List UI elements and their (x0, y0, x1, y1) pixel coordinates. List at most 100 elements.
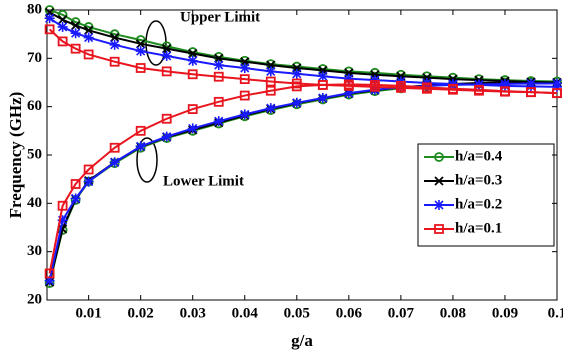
marker (239, 109, 250, 120)
marker (213, 71, 224, 82)
marker (395, 82, 406, 93)
x-tick-label: 0.01 (76, 305, 102, 321)
marker (83, 49, 94, 60)
series-line (49, 17, 558, 88)
marker (499, 80, 510, 91)
marker (135, 46, 146, 57)
marker (135, 141, 146, 152)
marker (70, 43, 81, 54)
marker (161, 113, 172, 124)
marker (239, 74, 250, 85)
x-tick-label: 0.09 (492, 305, 518, 321)
x-tick-label: 0.06 (336, 305, 363, 321)
marker (343, 73, 354, 84)
marker (525, 81, 536, 92)
marker (187, 69, 198, 80)
marker (161, 50, 172, 61)
marker (83, 25, 94, 35)
marker (135, 63, 146, 73)
marker (187, 123, 198, 134)
marker (135, 125, 146, 136)
marker (44, 268, 55, 279)
marker (70, 20, 81, 31)
marker (317, 80, 328, 90)
marker (161, 131, 172, 142)
marker (265, 103, 276, 114)
series-line (49, 9, 558, 83)
marker (110, 32, 120, 43)
marker (291, 97, 302, 108)
x-tick-label: 0.03 (180, 305, 206, 321)
marker (57, 200, 68, 211)
marker (265, 85, 276, 96)
y-tick-label: 40 (27, 195, 42, 211)
marker (83, 32, 94, 43)
y-axis-label: Frequency (GHz) (6, 92, 25, 219)
marker (187, 55, 198, 66)
marker (109, 39, 120, 50)
y-tick-label: 20 (27, 291, 42, 307)
marker (161, 41, 172, 52)
series-line (49, 11, 558, 84)
y-tick-label: 30 (27, 243, 42, 259)
marker (343, 80, 354, 91)
marker (161, 66, 172, 77)
marker (70, 193, 81, 204)
legend-label: h/a=0.3 (455, 172, 502, 188)
marker (83, 176, 94, 187)
series-line (48, 28, 558, 95)
marker (214, 53, 224, 63)
marker (57, 15, 68, 25)
legend-marker (434, 224, 444, 234)
marker (500, 86, 510, 97)
legend-label: h/a=0.1 (455, 220, 502, 236)
x-tick-label: 0.05 (284, 305, 310, 321)
marker (44, 24, 55, 35)
legend-marker (434, 176, 444, 186)
marker (188, 48, 198, 59)
x-tick-label: 0.02 (128, 305, 154, 321)
marker (421, 83, 432, 94)
marker (291, 68, 302, 79)
marker (265, 66, 276, 77)
marker (109, 142, 120, 153)
x-axis-label: g/a (291, 331, 313, 350)
legend-label: h/a=0.4 (455, 148, 503, 164)
marker (474, 85, 484, 96)
marker (44, 275, 55, 286)
marker (552, 88, 562, 99)
marker (136, 39, 146, 49)
marker (83, 164, 94, 175)
marker (57, 215, 68, 226)
marker (239, 90, 250, 101)
y-tick-label: 50 (27, 146, 42, 162)
marker (369, 81, 380, 92)
marker (57, 36, 68, 47)
marker (109, 157, 120, 168)
marker (70, 28, 81, 39)
y-tick-label: 80 (27, 1, 42, 17)
annotation: Upper Limit (180, 9, 260, 25)
x-tick-label: 0.1 (548, 305, 563, 321)
ellipse (136, 137, 158, 183)
marker (526, 87, 536, 98)
marker (109, 56, 120, 67)
marker (213, 96, 224, 107)
legend-marker (434, 152, 444, 162)
marker (343, 88, 354, 99)
legend-label: h/a=0.2 (455, 196, 502, 212)
marker (162, 44, 172, 54)
y-tick-label: 70 (27, 50, 42, 66)
marker (317, 71, 328, 82)
marker (239, 63, 250, 73)
marker (213, 60, 224, 71)
legend-marker (434, 200, 444, 210)
y-tick-label: 60 (27, 98, 42, 114)
marker (448, 84, 458, 95)
x-tick-label: 0.04 (232, 305, 259, 321)
x-tick-label: 0.08 (440, 305, 466, 321)
marker (213, 116, 224, 127)
x-tick-label: 0.07 (388, 305, 415, 321)
marker (265, 76, 276, 87)
